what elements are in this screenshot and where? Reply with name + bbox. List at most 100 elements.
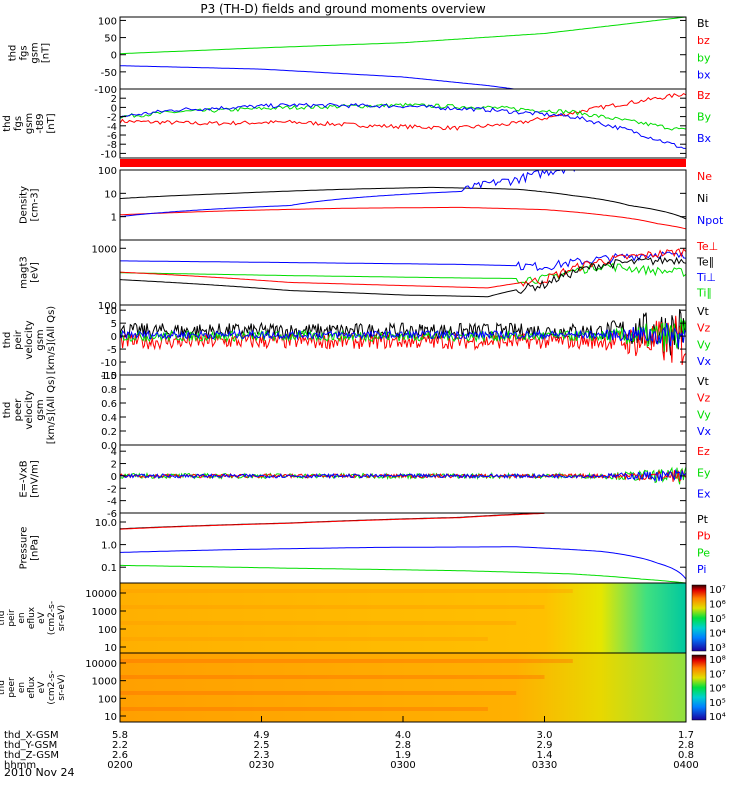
panel-pressure-ylabel: Pressure [nPa]: [19, 527, 41, 570]
legend-Ne: Ne: [697, 170, 712, 183]
legend-by: by: [697, 51, 711, 64]
series-Pe: [120, 564, 686, 583]
colorbar-tick-label: 10⁵: [709, 614, 726, 625]
legend-Ez: Ez: [697, 445, 710, 458]
y-tick-label: 4: [111, 447, 117, 458]
y-tick-label: 1000: [92, 607, 117, 618]
spectrogram-peir-eflux-image: [120, 583, 686, 653]
legend-Npot: Npot: [697, 214, 724, 227]
ephemeris-value: 1.9: [395, 750, 411, 761]
ylabel-line: [nPa]: [30, 535, 41, 561]
panel-fgs-dsl-ylabel: thd fgs gsm -t89 [nT]: [2, 113, 57, 134]
y-tick-label: 0.8: [101, 385, 117, 396]
spectrogram-band: [120, 707, 488, 711]
y-tick-label: -50: [101, 68, 117, 79]
legend-Te∥: Te∥: [696, 255, 714, 268]
ylabel-line: gsm: [35, 399, 46, 420]
ylabel-line: fgs: [19, 45, 30, 60]
ylabel-line: Density: [19, 186, 30, 224]
spectrogram-peer-eflux: 10000 1000 100 10 thd peer en eflux eV (cm2-s-sr-…: [0, 652, 726, 723]
legend-Ti∥: Ti∥: [696, 286, 712, 299]
ephemeris-value: 0400: [673, 760, 698, 771]
panel-peer-vel-ylabel: thd peer velocity gsm [km/s](All Qs): [2, 376, 57, 444]
panel-density-frame: [119, 169, 687, 241]
y-tick-label: 0.6: [101, 399, 117, 410]
panel-pressure-frame: [119, 512, 687, 584]
ylabel-line: en: [17, 612, 27, 623]
y-tick-label: 1: [111, 213, 117, 224]
spectrogram-band: [120, 589, 573, 593]
panel-fgs-dsl-frame: [119, 88, 687, 159]
y-tick-label: -6: [107, 131, 117, 142]
spectrogram-band: [120, 621, 517, 625]
spectrogram-band: [120, 605, 545, 609]
panel-fgs-ylabel: thd fgs gsm [nT]: [8, 42, 52, 63]
legend-Bz: Bz: [697, 89, 711, 102]
ylabel-line: (cm2-s-: [47, 601, 57, 635]
y-tick-label: 0.1: [101, 563, 117, 574]
y-tick-label: -10: [101, 149, 117, 160]
ylabel-line: [nT]: [46, 113, 57, 133]
y-tick-label: 10: [104, 712, 117, 723]
legend-Ey: Ey: [697, 466, 711, 479]
y-tick-label: 1000: [92, 244, 117, 255]
spectrogram-peer-eflux-image: [120, 653, 686, 722]
colorbar-tick-label: 10⁷: [709, 669, 726, 680]
legend-Ex: Ex: [697, 488, 711, 501]
y-tick-label: -2: [107, 113, 117, 124]
colorbar-peer-eflux: [691, 654, 707, 721]
legend-Ni: Ni: [697, 192, 708, 205]
series-Ni: [120, 186, 686, 220]
legend-Vt: Vt: [697, 375, 710, 388]
colorbar-peir-eflux: [691, 584, 707, 652]
ephemeris-value: 5.8: [112, 730, 128, 741]
series-Bz: [120, 92, 686, 131]
series-Npot: [120, 170, 590, 218]
series-Ti∥: [120, 262, 686, 284]
y-tick-label: 0: [111, 332, 117, 343]
ephemeris-value: 2.2: [112, 740, 128, 751]
ephemeris-value: 2.8: [395, 740, 411, 751]
legend-Bt: Bt: [697, 17, 710, 30]
panel-pressure: 10.0 1.0 0.1 Pressure [nPa] Pt Pb Pe Pi: [19, 512, 711, 584]
ylabel-line: eV: [37, 611, 47, 624]
ylabel-line: thd: [8, 45, 19, 62]
series-Bx: [120, 102, 686, 149]
ylabel-line: (cm2-s-: [47, 670, 57, 704]
y-tick-label: 0.2: [101, 427, 117, 438]
legend-Vx: Vx: [697, 425, 712, 438]
ylabel-line: thd: [0, 680, 7, 695]
legend-By: By: [697, 111, 712, 124]
ylabel-line: gsm: [24, 113, 35, 134]
panel-density-plot-area: [120, 170, 686, 230]
ylabel-line: thd: [2, 402, 13, 419]
y-tick-label: 5: [111, 319, 117, 330]
ylabel-line: sr-eV): [57, 674, 67, 700]
y-tick-label: 100: [98, 625, 117, 636]
legend-Ti⊥: Ti⊥: [696, 271, 716, 284]
y-tick-label: -8: [107, 140, 117, 151]
colorbar-tick-label: 10⁶: [709, 684, 726, 695]
ylabel-line: peir: [7, 609, 17, 627]
colorbar-tick-label: 10⁵: [709, 698, 726, 709]
ephemeris-label: thd_Y-GSM: [4, 740, 57, 751]
y-tick-label: -4: [107, 122, 117, 133]
panel-fgs-frame: [119, 16, 687, 90]
series-Ne: [120, 206, 686, 230]
ephemeris-value: 0200: [107, 760, 132, 771]
colorbar-tick-label: 10⁶: [709, 600, 726, 611]
ephemeris-value: 4.0: [395, 730, 411, 741]
panel-temp-plot-area: [120, 248, 686, 298]
ylabel-line: [eV]: [30, 262, 41, 283]
legend-Te⊥: Te⊥: [696, 240, 718, 253]
ephemeris-value: 0230: [249, 760, 274, 771]
panel-fgs: 100 50 0 -50 -100 thd fgs gsm [nT] Bt bz by bx: [8, 16, 711, 96]
y-tick-label: 0: [111, 51, 117, 62]
legend-Pe: Pe: [697, 546, 710, 559]
y-tick-label: 100: [98, 694, 117, 705]
ylabel-line: magt3: [19, 256, 30, 289]
panel-efield-ylabel: E=-VxB [mV/m]: [19, 460, 41, 498]
ylabel-line: en: [17, 682, 27, 693]
